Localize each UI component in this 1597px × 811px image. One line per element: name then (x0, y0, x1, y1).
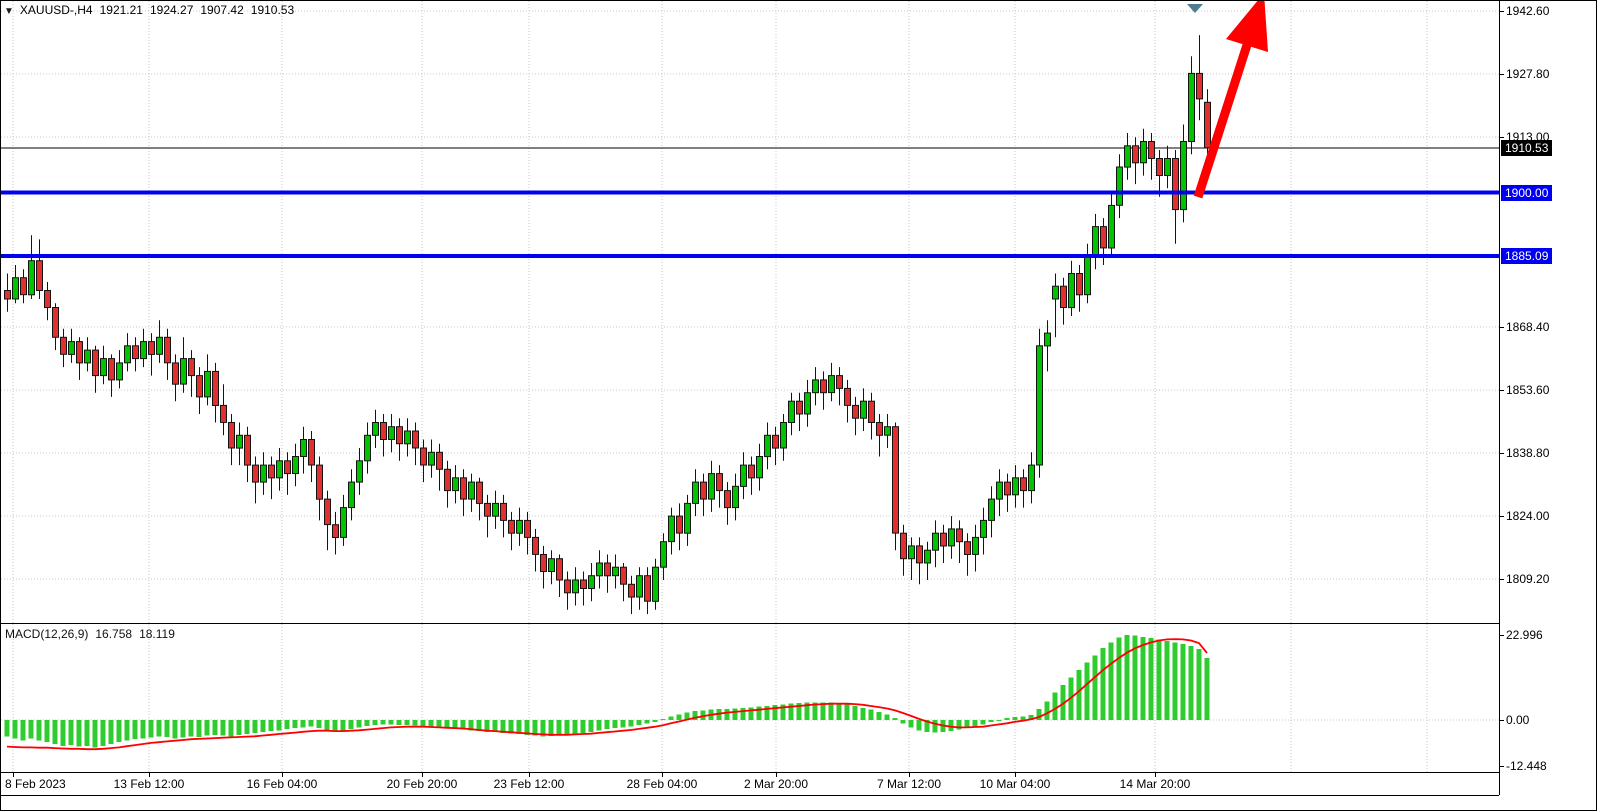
macd-axis-label: -12.448 (1506, 759, 1547, 773)
symbol-timeframe-label: XAUUSD-,H4 (19, 3, 93, 17)
price-axis-tick (1500, 11, 1504, 12)
macd-header: MACD(12,26,9) 16.758 18.119 (5, 627, 175, 641)
trend-arrow[interactable] (1193, 1, 1268, 199)
time-axis-tick (529, 773, 530, 777)
price-axis-tick (1500, 516, 1504, 517)
macd-axis-label: 0.00 (1506, 713, 1530, 727)
macd-histogram (4, 635, 1210, 748)
object-anchor-marker-icon[interactable] (1187, 4, 1203, 13)
price-axis-tick (1500, 720, 1504, 721)
main-chart-area[interactable]: ▼ XAUUSD-,H4 1921.21 1924.27 1907.42 1910.53 (1, 1, 1499, 624)
macd-canvas (1, 624, 1499, 772)
time-axis-tick (149, 773, 150, 777)
time-axis-label: 13 Feb 12:00 (113, 777, 185, 791)
macd-main-value: 16.758 (95, 627, 133, 641)
time-axis-label: 14 Mar 20:00 (1119, 777, 1191, 791)
time-axis-label: 2 Mar 20:00 (743, 777, 809, 791)
price-axis-label: 1838.80 (1506, 446, 1550, 460)
current-price-badge: 1910.53 (1501, 140, 1553, 156)
price-axis-tick (1500, 453, 1504, 454)
time-axis-tick (1015, 773, 1016, 777)
level-price-badge: 1885.09 (1501, 248, 1553, 264)
time-axis-tick (13, 773, 14, 777)
macd-signal-line (6, 638, 1208, 751)
macd-grid (1, 624, 1499, 772)
price-axis-label: 1942.60 (1506, 4, 1550, 18)
price-axis-tick (1500, 137, 1504, 138)
time-axis-label: 7 Mar 12:00 (876, 777, 942, 791)
time-axis-tick (776, 773, 777, 777)
time-axis-label: 28 Feb 04:00 (626, 777, 698, 791)
price-axis[interactable]: 1942.60 1927.80 1913.00 1868.40 1853.60 1838.… (1499, 1, 1596, 795)
time-axis-tick (662, 773, 663, 777)
horizontal-level-line-1885.09[interactable] (1, 254, 1499, 259)
level-price-badge: 1900.00 (1501, 185, 1553, 201)
price-chart-canvas[interactable] (1, 1, 1499, 623)
candlestick-series (4, 35, 1211, 615)
price-axis-tick (1500, 327, 1504, 328)
ohlc-high-value: 1924.27 (149, 3, 194, 17)
horizontal-level-line-1900.00[interactable] (1, 190, 1499, 195)
price-axis-tick (1500, 766, 1504, 767)
time-axis-tick (282, 773, 283, 777)
macd-indicator-label: MACD(12,26,9) (5, 627, 89, 641)
time-axis-label: 23 Feb 12:00 (493, 777, 565, 791)
price-axis-tick (1500, 579, 1504, 580)
macd-signal-value: 18.119 (139, 627, 175, 641)
macd-indicator-panel: MACD(12,26,9) 16.758 18.119 (1, 624, 1499, 773)
grid-lines (1, 1, 1499, 623)
ohlc-close-value: 1910.53 (250, 3, 295, 17)
price-axis-tick (1500, 390, 1504, 391)
time-axis[interactable]: 8 Feb 2023 13 Feb 12:00 16 Feb 04:00 20 Feb… (1, 773, 1499, 796)
ohlc-open-value: 1921.21 (99, 3, 143, 17)
time-axis-tick (1155, 773, 1156, 777)
time-axis-tick (422, 773, 423, 777)
macd-axis-label: 22.996 (1506, 628, 1543, 642)
price-axis-label: 1868.40 (1506, 320, 1550, 334)
time-axis-label: 20 Feb 20:00 (386, 777, 458, 791)
chart-header: ▼ XAUUSD-,H4 1921.21 1924.27 1907.42 1910.53 (4, 3, 294, 17)
price-axis-label: 1809.20 (1506, 572, 1550, 586)
time-axis-tick (909, 773, 910, 777)
time-axis-label: 8 Feb 2023 (5, 777, 66, 791)
time-axis-label: 16 Feb 04:00 (246, 777, 318, 791)
price-axis-label: 1824.00 (1506, 509, 1550, 523)
ohlc-low-value: 1907.42 (200, 3, 244, 17)
price-axis-label: 1853.60 (1506, 383, 1550, 397)
price-axis-tick (1500, 74, 1504, 75)
collapse-panel-icon[interactable]: ▼ (4, 6, 14, 17)
price-axis-label: 1927.80 (1506, 67, 1550, 81)
time-axis-label: 10 Mar 04:00 (979, 777, 1051, 791)
price-axis-tick (1500, 635, 1504, 636)
